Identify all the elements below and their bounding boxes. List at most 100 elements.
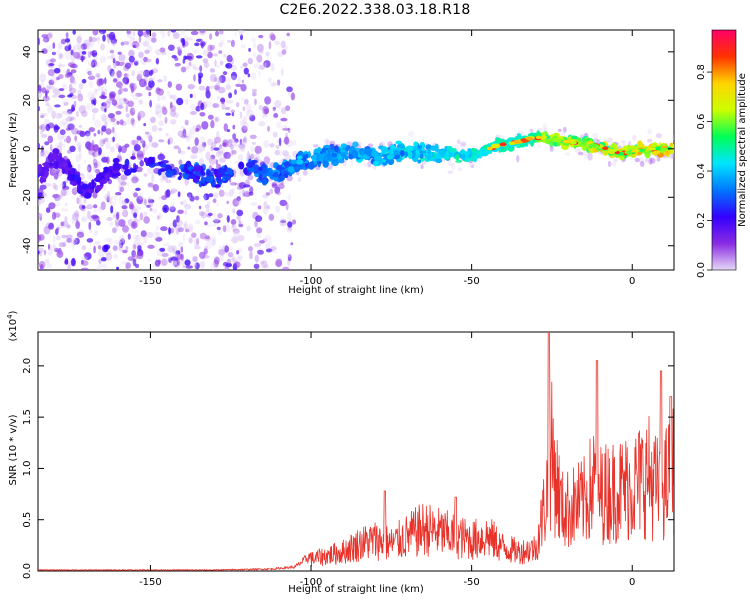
heatmap-cell xyxy=(414,145,418,150)
heatmap-cell xyxy=(100,85,105,94)
heatmap-cell xyxy=(46,33,53,39)
heatmap-cell xyxy=(192,256,198,263)
heatmap-cell xyxy=(198,180,203,188)
heatmap-cell xyxy=(249,191,254,196)
heatmap-cell xyxy=(86,103,93,111)
heatmap-cell xyxy=(98,258,102,264)
heatmap-cell xyxy=(132,106,136,113)
heatmap-cell xyxy=(684,151,688,156)
heatmap-cell xyxy=(167,90,171,98)
heatmap-cell xyxy=(238,182,247,189)
heatmap-cell xyxy=(239,170,245,175)
heatmap-cell xyxy=(258,34,264,39)
heatmap-cell xyxy=(679,145,686,149)
heatmap-cell xyxy=(93,230,98,236)
heatmap-cell xyxy=(88,72,93,77)
heatmap-cell xyxy=(64,259,69,265)
heatmap-cell xyxy=(229,181,235,187)
heatmap-cell xyxy=(119,119,124,126)
heatmap-cell xyxy=(72,45,76,54)
heatmap-cell xyxy=(220,39,225,45)
heatmap-cell xyxy=(173,227,179,231)
heatmap-cell xyxy=(200,41,206,47)
heatmap-cell xyxy=(41,149,50,158)
heatmap-cell xyxy=(146,45,153,53)
heatmap-cell xyxy=(584,132,588,137)
heatmap-cell xyxy=(112,245,118,251)
heatmap-cell xyxy=(144,34,152,43)
heatmap-cell xyxy=(182,264,187,269)
heatmap-cell xyxy=(151,32,156,38)
heatmap-cell xyxy=(108,238,113,245)
heatmap-cell xyxy=(40,123,46,132)
heatmap-cell xyxy=(148,135,153,143)
heatmap-cell xyxy=(194,137,199,146)
heatmap-cell xyxy=(38,213,43,217)
heatmap-cell xyxy=(70,237,78,245)
heatmap-cell xyxy=(61,160,69,168)
heatmap-cell xyxy=(63,138,67,143)
heatmap-cell xyxy=(67,111,72,119)
heatmap-cell xyxy=(105,141,111,150)
heatmap-cell xyxy=(137,69,145,77)
heatmap-cell xyxy=(271,183,278,189)
heatmap-cell xyxy=(41,192,48,198)
heatmap-cell xyxy=(71,116,75,121)
heatmap-cell xyxy=(88,79,94,89)
heatmap-cell xyxy=(230,71,238,81)
heatmap-cell xyxy=(188,237,193,244)
heatmap-cell xyxy=(107,113,115,119)
heatmap-cell xyxy=(104,137,109,142)
heatmap-cell xyxy=(176,258,180,266)
heatmap-x-tick-label: -150 xyxy=(139,276,162,287)
heatmap-cell xyxy=(71,257,76,266)
heatmap-cell xyxy=(136,153,145,161)
heatmap-cell xyxy=(170,119,177,125)
heatmap-cell xyxy=(202,171,206,176)
heatmap-cell xyxy=(170,30,177,33)
heatmap-cell xyxy=(45,163,50,168)
heatmap-cell xyxy=(110,73,114,78)
heatmap-cell xyxy=(226,215,230,223)
heatmap-cell xyxy=(157,196,162,201)
heatmap-cell xyxy=(215,159,219,166)
heatmap-cell xyxy=(168,226,171,235)
heatmap-cell xyxy=(153,32,158,39)
heatmap-cell xyxy=(61,99,70,106)
heatmap-cell xyxy=(143,211,148,218)
heatmap-cell xyxy=(75,138,79,146)
heatmap-cell xyxy=(48,63,55,66)
heatmap-cell xyxy=(287,227,292,231)
heatmap-cell xyxy=(67,123,75,131)
heatmap-cell xyxy=(116,70,122,79)
heatmap-cell xyxy=(199,65,203,72)
heatmap-cell xyxy=(263,139,269,149)
heatmap-cell xyxy=(393,150,400,156)
heatmap-cell xyxy=(173,94,177,102)
heatmap-cell xyxy=(163,75,168,83)
heatmap-cell xyxy=(106,196,110,203)
heatmap-cell xyxy=(352,141,359,148)
heatmap-cell xyxy=(219,254,225,262)
heatmap-cell xyxy=(296,155,303,160)
heatmap-cell xyxy=(152,184,159,192)
heatmap-cell xyxy=(147,258,152,262)
heatmap-cell xyxy=(192,67,199,71)
heatmap-cell xyxy=(84,130,91,137)
heatmap-cell xyxy=(240,65,243,69)
heatmap-cell xyxy=(186,225,194,233)
heatmap-cell xyxy=(54,184,59,191)
heatmap-cell xyxy=(234,257,243,263)
heatmap-cell xyxy=(265,243,271,250)
heatmap-cell xyxy=(499,142,507,147)
heatmap-cell xyxy=(100,201,106,210)
heatmap-cell xyxy=(58,53,62,60)
heatmap-cell xyxy=(205,99,213,108)
heatmap-cell xyxy=(254,145,262,154)
heatmap-cell xyxy=(262,178,268,186)
heatmap-cell xyxy=(102,115,110,123)
heatmap-cell xyxy=(67,263,71,270)
heatmap-cell xyxy=(41,87,47,94)
heatmap-cell xyxy=(246,109,254,118)
heatmap-cell xyxy=(54,104,61,108)
